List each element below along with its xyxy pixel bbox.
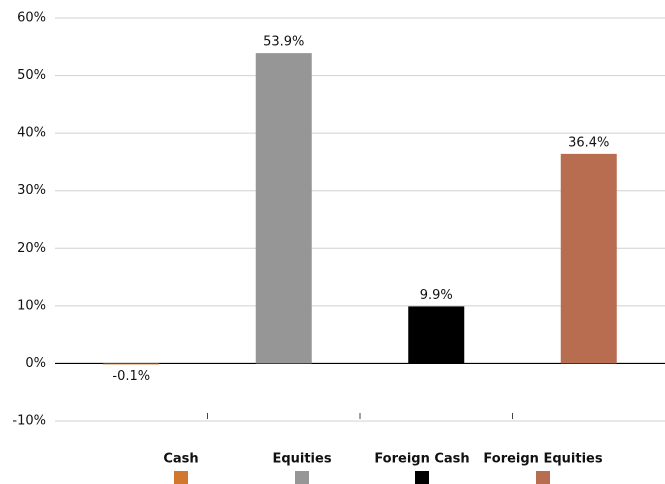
legend-swatch <box>415 471 429 484</box>
y-tick-label: 50% <box>17 68 46 83</box>
y-tick-label: 0% <box>25 356 46 371</box>
y-tick-label: 60% <box>17 11 46 26</box>
legend-label: Foreign Equities <box>483 452 602 467</box>
y-tick-label: -10% <box>12 414 46 429</box>
data-label: -0.1% <box>112 369 150 384</box>
bar <box>103 363 160 365</box>
y-tick-label: 30% <box>17 183 46 198</box>
legend-swatch <box>174 471 188 484</box>
y-tick-label: 10% <box>17 298 46 313</box>
legend-label: Cash <box>163 452 198 467</box>
y-tick-label: 40% <box>17 126 46 141</box>
bar <box>255 53 312 364</box>
bar <box>560 153 617 364</box>
legend-label: Equities <box>272 452 331 467</box>
legend-swatch <box>295 471 309 484</box>
legend-swatch <box>536 471 550 484</box>
legend-label: Foreign Cash <box>374 452 469 467</box>
data-label: 9.9% <box>420 288 453 303</box>
data-label: 36.4% <box>568 135 609 150</box>
y-tick-label: 20% <box>17 241 46 256</box>
data-label: 53.9% <box>263 35 304 50</box>
bar <box>408 306 465 364</box>
